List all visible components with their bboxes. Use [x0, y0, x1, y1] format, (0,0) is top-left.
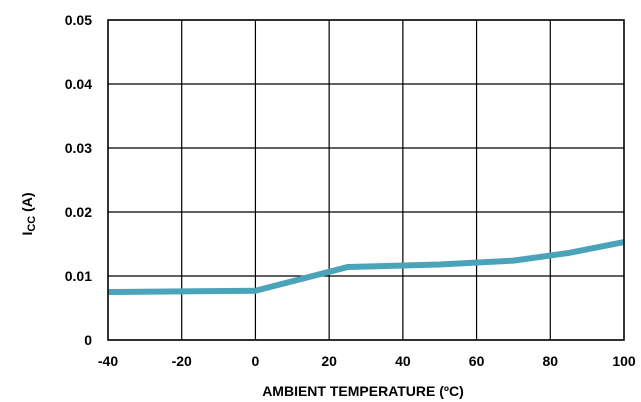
- x-tick-labels: -40 -20 0 20 40 60 80 100: [98, 353, 636, 369]
- x-tick-label: 0: [252, 353, 260, 369]
- y-tick-label: 0.04: [65, 76, 92, 92]
- y-axis-title: ICC (A): [19, 192, 38, 235]
- y-tick-label: 0.02: [65, 204, 92, 220]
- x-tick-label: 40: [395, 353, 411, 369]
- y-tick-label: 0.05: [65, 12, 92, 28]
- y-tick-label: 0.01: [65, 268, 92, 284]
- y-axis-title-suffix: (A): [19, 192, 35, 215]
- series-line: [107, 239, 625, 295]
- x-tick-label: 100: [612, 353, 636, 369]
- x-tick-label: 20: [321, 353, 337, 369]
- x-tick-label: 60: [469, 353, 485, 369]
- plot-frame: [107, 19, 625, 341]
- chart-series: [107, 239, 625, 295]
- x-tick-label: -20: [172, 353, 192, 369]
- y-axis-title-main: I: [19, 232, 35, 236]
- x-tick-label: -40: [98, 353, 118, 369]
- y-tick-labels: 0 0.01 0.02 0.03 0.04 0.05: [65, 12, 92, 348]
- y-tick-label: 0.03: [65, 140, 92, 156]
- y-tick-label: 0: [84, 332, 92, 348]
- plot-border: [107, 19, 625, 341]
- x-tick-label: 80: [542, 353, 558, 369]
- y-axis-title-subscript: CC: [26, 216, 38, 232]
- x-axis-title: AMBIENT TEMPERATURE (ºC): [262, 383, 464, 399]
